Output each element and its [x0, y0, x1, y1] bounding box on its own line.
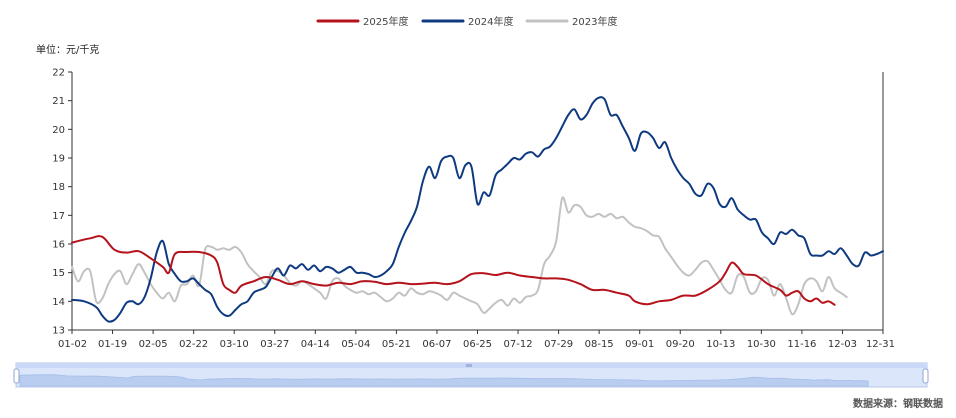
x-tick-label: 04-14	[301, 339, 330, 350]
zoom-handle-right[interactable]	[922, 368, 929, 384]
legend-label-1[interactable]: 2024年度	[468, 15, 513, 28]
series-line-1[interactable]	[71, 96, 884, 323]
x-tick-label: 05-04	[341, 339, 370, 350]
y-tick-label: 18	[52, 182, 65, 193]
x-tick-label: 10-30	[747, 339, 776, 350]
x-tick-label: 07-12	[504, 339, 533, 350]
y-tick-label: 14	[52, 297, 65, 308]
data-zoom-slider[interactable]	[13, 362, 929, 388]
x-tick-label: 05-21	[382, 339, 411, 350]
x-tick-label: 06-25	[463, 339, 492, 350]
x-tick-label: 07-29	[544, 339, 573, 350]
x-tick-label: 09-01	[625, 339, 654, 350]
unit-label: 单位：元/千克	[36, 43, 99, 56]
x-tick-label: 02-05	[139, 339, 168, 350]
x-tick-label: 01-19	[98, 339, 127, 350]
zoom-handle-left[interactable]	[13, 368, 20, 384]
source-label: 数据来源：钢联数据	[853, 397, 943, 410]
x-tick-label: 03-10	[220, 339, 249, 350]
legend-label-2[interactable]: 2023年度	[572, 15, 617, 28]
y-tick-label: 13	[52, 326, 65, 337]
series-line-0[interactable]	[71, 235, 836, 306]
x-tick-label: 01-02	[58, 339, 87, 350]
series-layer	[71, 96, 884, 323]
x-tick-label: 11-16	[787, 339, 816, 350]
x-tick-label: 02-22	[179, 339, 208, 350]
legend-label-0[interactable]: 2025年度	[363, 15, 408, 28]
y-tick-label: 22	[52, 68, 65, 79]
y-tick-label: 19	[52, 154, 65, 165]
series-line-2[interactable]	[71, 196, 848, 316]
y-tick-label: 17	[52, 211, 65, 222]
x-tick-label: 10-13	[706, 339, 735, 350]
zoom-grip[interactable]	[466, 364, 472, 367]
y-tick-label: 15	[52, 268, 65, 279]
x-tick-label: 06-07	[422, 339, 451, 350]
y-tick-label: 21	[52, 96, 65, 107]
zoom-mini-chart	[19, 374, 869, 387]
y-tick-label: 20	[52, 125, 65, 136]
x-tick-label: 03-27	[260, 339, 289, 350]
x-tick-label: 09-20	[666, 339, 695, 350]
zoom-mini-area	[19, 374, 869, 387]
x-axis-ticks: 01-02 01-19 02-05 02-22 03-10 03-27 04-14 05-04…	[58, 330, 895, 350]
legend[interactable]: 2025年度 2024年度 2023年度	[316, 15, 617, 28]
y-axis-ticks: 13 14 15 16 17 18 19 20 21 22	[52, 68, 72, 337]
x-tick-label: 12-31	[866, 339, 895, 350]
x-tick-label: 12-03	[828, 339, 857, 350]
y-tick-label: 16	[52, 240, 65, 251]
x-tick-label: 08-15	[585, 339, 614, 350]
